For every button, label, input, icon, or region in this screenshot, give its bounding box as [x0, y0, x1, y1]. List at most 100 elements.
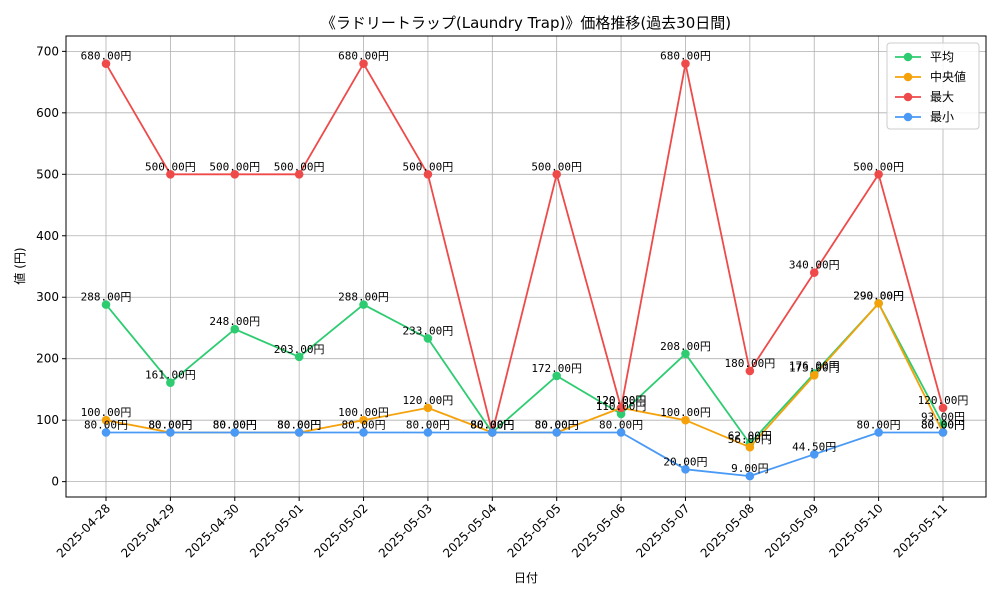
legend-marker [903, 52, 913, 62]
data-label: 208.00円 [660, 340, 711, 353]
data-point [681, 465, 690, 474]
y-tick-label: 0 [51, 475, 59, 489]
series-line [105, 62, 944, 434]
data-point [488, 428, 497, 437]
data-point [681, 349, 690, 359]
data-label: 80.00円 [277, 418, 321, 431]
data-point [745, 442, 755, 452]
data-point [230, 428, 240, 437]
data-label: 80.00円 [921, 418, 965, 431]
data-point [681, 415, 690, 425]
x-axis-title: 日付 [514, 571, 538, 585]
data-point [874, 428, 883, 437]
data-point [230, 324, 240, 334]
legend-label: 最大 [930, 90, 954, 104]
data-label: 120.00円 [596, 394, 647, 407]
data-point [359, 59, 368, 68]
data-label: 100.00円 [660, 406, 711, 419]
data-label: 80.00円 [213, 418, 257, 431]
data-label: 80.00円 [470, 418, 514, 431]
data-label: 120.00円 [403, 394, 454, 407]
data-label: 120.00円 [596, 394, 647, 407]
data-label: 80.00円 [213, 418, 257, 431]
y-tick-label: 300 [36, 290, 59, 304]
data-label: 500.00円 [274, 160, 325, 173]
data-label: 173.00円 [789, 361, 840, 374]
y-tick-label: 200 [36, 352, 59, 366]
data-point [423, 170, 433, 179]
data-label: 9.00円 [731, 462, 769, 475]
data-point [166, 170, 175, 179]
legend-marker [903, 112, 913, 122]
data-point [616, 409, 626, 419]
labels-layer: 288.00円 161.00円 248.00円 203.00円 288.00円 233.0… [81, 50, 969, 475]
data-label: 80.00円 [921, 418, 965, 431]
data-label: 80.00円 [535, 418, 579, 431]
data-label: 500.00円 [853, 160, 904, 173]
data-label: 180.00円 [724, 357, 775, 370]
data-label: 44.50円 [792, 440, 836, 453]
legend-label: 最小 [930, 110, 954, 124]
plot-frame [65, 35, 987, 498]
data-point [745, 471, 755, 481]
data-point [166, 428, 175, 437]
data-label: 288.00円 [338, 291, 389, 304]
y-tick-label: 400 [36, 229, 59, 243]
data-point [809, 449, 819, 459]
data-label: 80.00円 [470, 418, 514, 431]
series-layer [101, 59, 948, 481]
data-point [101, 59, 111, 68]
data-label: 62.00円 [728, 430, 772, 443]
series-line [105, 302, 944, 445]
y-tick-label: 100 [36, 413, 59, 427]
series-line [106, 431, 943, 478]
data-point [359, 415, 368, 425]
data-label: 290.00円 [853, 289, 904, 302]
data-label: 80.00円 [857, 418, 901, 431]
y-tick-label: 600 [36, 106, 59, 120]
data-point [681, 59, 690, 68]
data-label: 176.00円 [789, 359, 840, 372]
data-label: 500.00円 [145, 160, 196, 173]
legend-marker [903, 92, 913, 102]
data-label: 161.00円 [145, 369, 196, 382]
data-point [423, 334, 433, 343]
data-label: 100.00円 [81, 406, 132, 419]
data-label: 80.00円 [148, 418, 192, 431]
legend-label: 中央値 [930, 69, 966, 84]
data-point [809, 268, 819, 277]
data-point [294, 352, 304, 362]
data-label: 290.00円 [853, 289, 904, 302]
y-tick-label: 700 [36, 44, 59, 58]
data-point [874, 299, 883, 308]
legend-label: 平均 [930, 50, 954, 64]
data-label: 248.00円 [209, 315, 260, 328]
data-point [101, 300, 111, 309]
legend-marker [903, 72, 913, 82]
y-axis-title: 値 (円) [12, 247, 27, 284]
y-tick-label: 500 [36, 167, 59, 181]
data-point [874, 170, 883, 179]
data-label: 340.00円 [789, 259, 840, 272]
chart-title: 《ラドリートラップ(Laundry Trap)》価格推移(過去30日間) [321, 14, 731, 32]
data-label: 80.00円 [599, 418, 643, 431]
data-point [230, 170, 240, 179]
data-label: 680.00円 [660, 50, 711, 63]
data-point [616, 403, 626, 413]
data-label: 80.00円 [406, 418, 450, 431]
data-label: 80.00円 [470, 418, 514, 431]
data-point [359, 428, 368, 437]
data-label: 80.00円 [470, 418, 514, 431]
data-point [552, 170, 561, 179]
data-label: 500.00円 [531, 160, 582, 173]
data-point [745, 366, 755, 376]
data-label: 120.00円 [918, 394, 969, 407]
data-label: 680.00円 [81, 50, 132, 63]
data-label: 80.00円 [341, 418, 385, 431]
data-label: 288.00円 [81, 291, 132, 304]
data-point [938, 403, 948, 413]
data-point [101, 428, 111, 437]
data-label: 203.00円 [274, 343, 325, 356]
